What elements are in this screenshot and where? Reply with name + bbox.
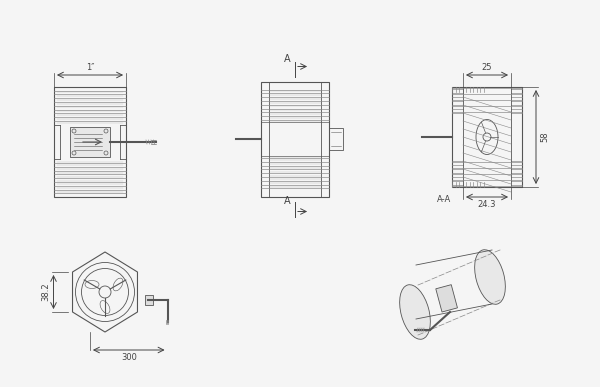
Text: 38.2: 38.2 <box>41 283 50 301</box>
Text: 300: 300 <box>121 353 137 362</box>
Text: A: A <box>284 53 290 63</box>
Bar <box>54 87 126 197</box>
Bar <box>261 82 329 197</box>
Bar <box>329 128 343 150</box>
Text: 24.3: 24.3 <box>478 200 496 209</box>
Text: 1″: 1″ <box>86 63 94 72</box>
Bar <box>70 127 110 157</box>
Ellipse shape <box>475 250 505 304</box>
Text: A: A <box>284 197 290 207</box>
Ellipse shape <box>400 285 430 339</box>
Text: A-A: A-A <box>437 195 451 204</box>
Bar <box>452 87 522 187</box>
Bar <box>436 285 457 312</box>
Text: 58: 58 <box>540 132 549 142</box>
Text: 25: 25 <box>482 63 492 72</box>
Bar <box>145 295 152 305</box>
